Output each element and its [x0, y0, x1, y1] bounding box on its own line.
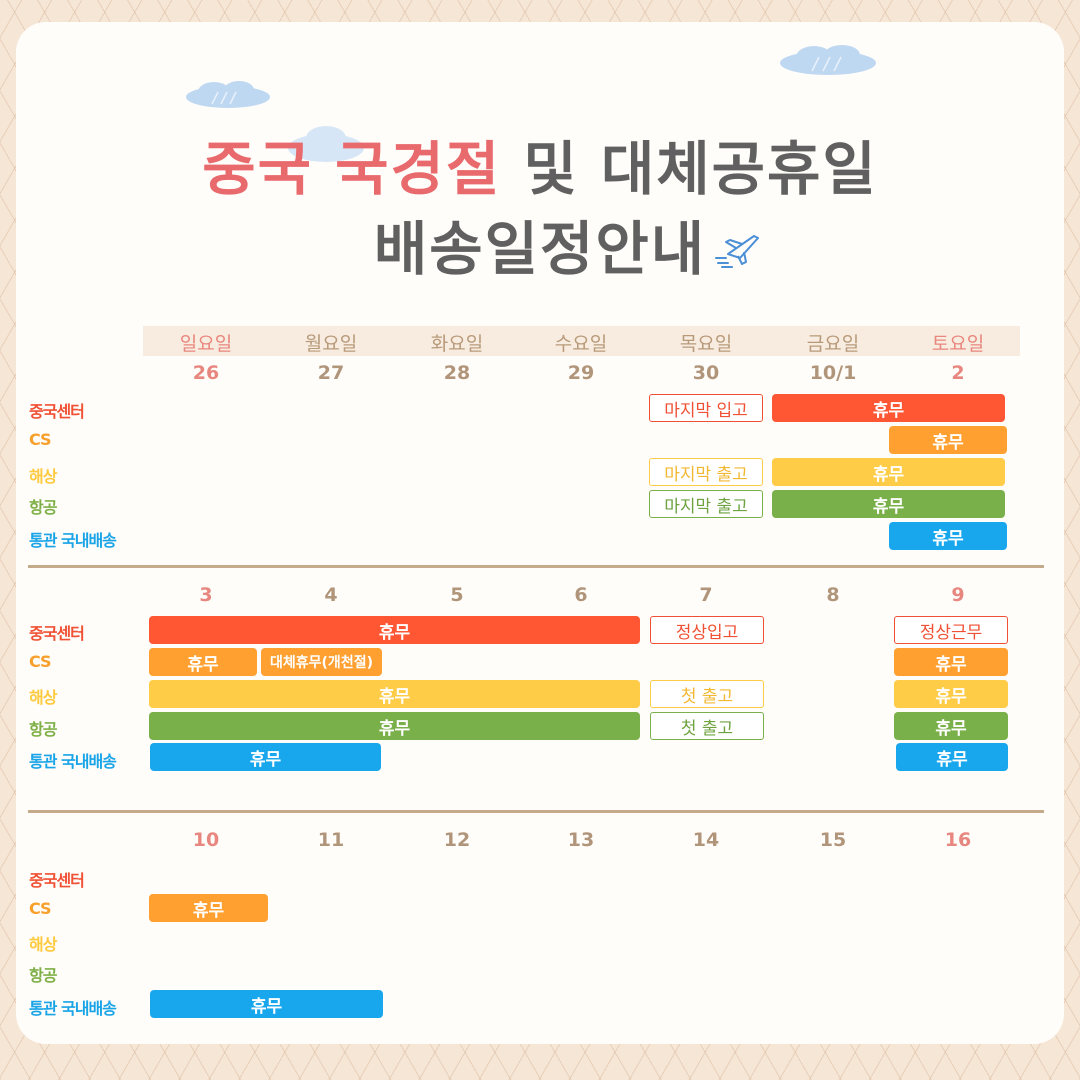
page-subtitle: 배송일정안내 [0, 202, 1080, 286]
weekday-sun: 일요일 [179, 333, 233, 355]
row-label-cs: CS [29, 652, 52, 671]
row-label-center: 중국센터 [29, 624, 85, 643]
date-label: 27 [317, 362, 345, 384]
cloud-icon [288, 126, 364, 162]
weekday-tue: 화요일 [430, 333, 484, 355]
schedule-bar: 휴무 [772, 458, 1005, 486]
schedule-bar: 휴무 [149, 712, 640, 740]
schedule-bar: 휴무 [896, 743, 1008, 771]
schedule-bar: 휴무 [889, 522, 1007, 550]
row-label-customs: 통관 국내배송 [29, 752, 117, 771]
date-label: 11 [317, 829, 345, 851]
schedule-bar: 마지막 출고 [649, 490, 763, 518]
schedule-bar: 휴무 [149, 616, 640, 644]
weekday-wed: 수요일 [554, 333, 608, 355]
row-label-sea: 해상 [29, 467, 57, 486]
title-line2: 배송일정안내 [373, 215, 707, 283]
date-label: 4 [324, 584, 338, 606]
date-label: 5 [450, 584, 464, 606]
date-label: 10 [192, 829, 220, 851]
weekday-header [143, 326, 1020, 356]
date-label: 13 [567, 829, 595, 851]
cloud-icon [186, 81, 270, 108]
schedule-bar: 대체휴무(개천절) [261, 648, 382, 676]
page-title: 중국 국경절 및 대체공휴일 [0, 122, 1080, 206]
row-label-customs: 통관 국내배송 [29, 999, 117, 1018]
date-label: 15 [819, 829, 847, 851]
cloud-icon [780, 45, 876, 75]
row-label-customs: 통관 국내배송 [29, 531, 117, 550]
schedule-bar: 마지막 출고 [649, 458, 763, 486]
schedule-bar: 마지막 입고 [649, 394, 763, 422]
schedule-bar: 휴무 [149, 648, 257, 676]
row-label-air: 항공 [29, 498, 57, 517]
schedule-bar: 휴무 [149, 894, 268, 922]
schedule-bar: 휴무 [150, 990, 383, 1018]
date-label: 3 [199, 584, 213, 606]
date-label: 29 [567, 362, 595, 384]
schedule-bar: 휴무 [772, 394, 1005, 422]
weekday-fri: 금요일 [806, 333, 860, 355]
date-label: 7 [699, 584, 713, 606]
date-label: 16 [944, 829, 972, 851]
row-label-cs: CS [29, 899, 52, 918]
row-label-cs: CS [29, 430, 52, 449]
date-label: 10/1 [809, 362, 857, 384]
schedule-bar: 휴무 [894, 680, 1008, 708]
title-highlight: 중국 국경절 [202, 135, 502, 203]
weekday-sat: 토요일 [931, 333, 985, 355]
row-label-sea: 해상 [29, 688, 57, 707]
schedule-bar: 정상근무 [894, 616, 1008, 644]
date-label: 12 [443, 829, 471, 851]
row-label-sea: 해상 [29, 935, 57, 954]
schedule-bar: 첫 출고 [650, 680, 764, 708]
schedule-bar: 휴무 [889, 426, 1007, 454]
row-label-air: 항공 [29, 966, 57, 985]
schedule-bar: 휴무 [150, 743, 381, 771]
date-label: 8 [826, 584, 840, 606]
row-label-air: 항공 [29, 720, 57, 739]
date-label: 28 [443, 362, 471, 384]
date-label: 14 [692, 829, 720, 851]
schedule-bar: 휴무 [772, 490, 1005, 518]
schedule-bar: 휴무 [894, 712, 1008, 740]
schedule-bar: 휴무 [894, 648, 1008, 676]
row-label-center: 중국센터 [29, 402, 85, 421]
date-label: 26 [192, 362, 220, 384]
week-divider [28, 810, 1044, 813]
date-label: 9 [951, 584, 965, 606]
date-label: 2 [951, 362, 965, 384]
weekday-mon: 월요일 [304, 333, 358, 355]
schedule-bar: 휴무 [149, 680, 640, 708]
schedule-bar: 첫 출고 [650, 712, 764, 740]
schedule-bar: 정상입고 [650, 616, 764, 644]
airplane-icon [715, 235, 759, 268]
week-divider [28, 565, 1044, 568]
date-label: 6 [574, 584, 588, 606]
date-label: 30 [692, 362, 720, 384]
row-label-center: 중국센터 [29, 871, 85, 890]
title-rest: 및 대체공휴일 [501, 135, 878, 203]
weekday-thu: 목요일 [679, 333, 733, 355]
